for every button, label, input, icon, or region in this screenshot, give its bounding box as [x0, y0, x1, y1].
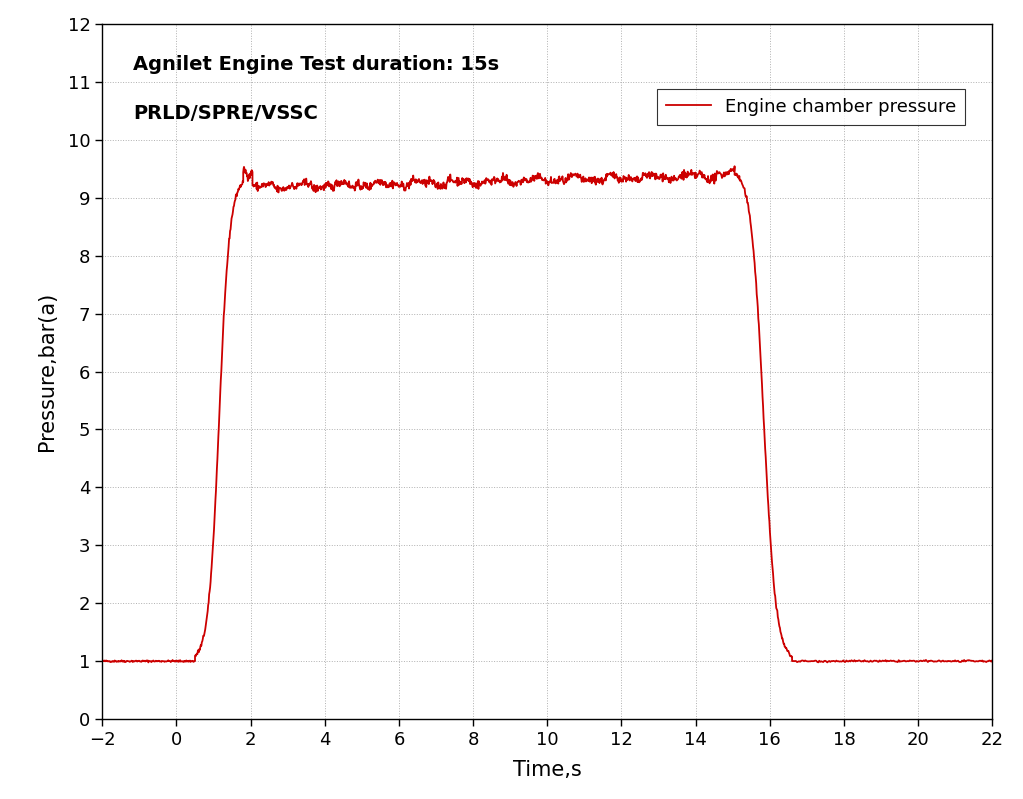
Engine chamber pressure	[124, 657, 136, 666]
Legend: Engine chamber pressure: Engine chamber pressure	[657, 89, 966, 125]
Engine chamber pressure	[545, 178, 558, 188]
X-axis label: Time,s: Time,s	[513, 760, 582, 780]
Engine chamber pressure	[743, 209, 755, 218]
Text: PRLD/SPRE/VSSC: PRLD/SPRE/VSSC	[133, 104, 318, 123]
Y-axis label: Pressure,bar(a): Pressure,bar(a)	[37, 292, 56, 451]
Engine chamber pressure	[697, 169, 709, 179]
Line: Engine chamber pressure: Engine chamber pressure	[102, 166, 992, 662]
Text: Agnilet Engine Test duration: 15s: Agnilet Engine Test duration: 15s	[133, 55, 499, 74]
Engine chamber pressure	[347, 181, 359, 190]
Engine chamber pressure	[986, 655, 998, 665]
Engine chamber pressure	[96, 656, 108, 666]
Engine chamber pressure	[728, 161, 741, 171]
Engine chamber pressure	[323, 180, 336, 189]
Engine chamber pressure	[142, 658, 154, 667]
